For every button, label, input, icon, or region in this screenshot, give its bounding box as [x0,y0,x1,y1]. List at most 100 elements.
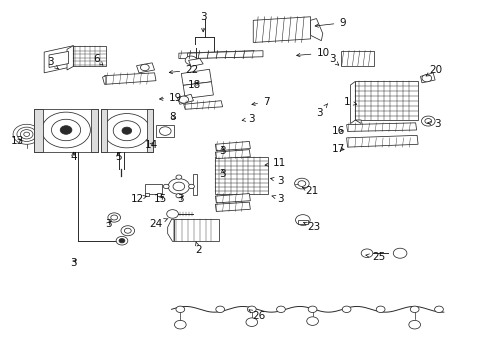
Text: 15: 15 [154,194,167,203]
Circle shape [409,306,418,312]
Text: 7: 7 [251,97,269,107]
Circle shape [215,306,224,312]
Circle shape [307,306,316,312]
Circle shape [295,215,309,225]
Text: 1: 1 [343,97,356,107]
Bar [340,51,373,66]
Polygon shape [34,109,98,152]
Circle shape [176,306,184,312]
Polygon shape [215,202,250,211]
Text: 18: 18 [188,80,201,90]
Circle shape [421,116,434,126]
Polygon shape [102,76,106,84]
Text: 20: 20 [425,65,442,76]
Text: 3: 3 [46,57,58,69]
Text: 3: 3 [219,168,225,179]
Circle shape [392,248,406,258]
Bar [355,81,417,120]
Bar [144,184,162,194]
Text: 3: 3 [270,176,284,186]
Text: 10: 10 [296,48,329,58]
Circle shape [60,126,72,134]
Circle shape [245,318,257,327]
Text: 3: 3 [328,54,338,65]
Polygon shape [346,123,416,131]
Polygon shape [420,73,434,83]
Text: 3: 3 [70,258,77,268]
Bar [215,157,267,194]
Text: 2: 2 [195,242,201,255]
Polygon shape [188,59,203,66]
Text: 3: 3 [105,219,111,229]
Bar [144,193,148,196]
Bar [157,193,161,196]
Text: 26: 26 [248,310,265,321]
Polygon shape [44,46,73,73]
Bar [156,125,174,137]
Circle shape [166,210,178,218]
Circle shape [375,306,384,312]
Polygon shape [136,63,154,73]
Circle shape [124,228,131,233]
Text: 3: 3 [177,194,183,203]
Text: 6: 6 [93,54,103,65]
Text: 17: 17 [331,144,345,154]
Text: 5: 5 [115,152,121,162]
Circle shape [103,113,150,148]
Polygon shape [34,109,42,152]
Polygon shape [183,101,222,109]
Polygon shape [181,69,211,85]
Circle shape [361,249,372,257]
Circle shape [185,56,197,64]
Polygon shape [253,17,310,42]
Circle shape [424,118,431,123]
Circle shape [41,112,90,148]
Text: 3: 3 [242,113,255,123]
Text: 25: 25 [365,252,385,262]
Circle shape [188,184,194,189]
Circle shape [434,306,443,312]
Circle shape [116,237,127,245]
Polygon shape [350,81,355,123]
Text: 8: 8 [169,112,175,122]
Text: 16: 16 [331,126,345,136]
Text: 19: 19 [159,93,182,103]
Text: 3: 3 [427,118,440,129]
Polygon shape [67,46,73,70]
Bar [174,219,218,242]
Circle shape [276,306,285,312]
Text: 3: 3 [316,104,327,118]
Polygon shape [355,120,361,123]
Bar [73,46,106,66]
Polygon shape [183,82,213,99]
Circle shape [294,178,308,189]
Circle shape [176,175,182,179]
Circle shape [168,179,189,194]
Circle shape [342,306,350,312]
Text: 13: 13 [10,136,23,147]
Polygon shape [104,73,156,84]
Circle shape [122,127,131,134]
Circle shape [421,75,431,82]
Polygon shape [215,150,250,158]
Polygon shape [91,109,98,152]
Circle shape [247,306,256,312]
Polygon shape [215,141,250,151]
Circle shape [176,194,182,198]
Circle shape [297,181,305,186]
Circle shape [173,182,184,191]
Text: 24: 24 [149,219,168,229]
Circle shape [159,127,171,135]
Text: 22: 22 [169,65,198,75]
Polygon shape [187,51,263,59]
Text: 9: 9 [314,18,345,28]
Text: 3: 3 [200,13,206,32]
Polygon shape [167,219,174,242]
Text: 12: 12 [131,194,147,203]
Circle shape [174,320,186,329]
Text: 4: 4 [70,152,77,162]
Text: 3: 3 [219,146,225,156]
Text: 23: 23 [303,222,320,232]
Circle shape [306,317,318,325]
Polygon shape [49,51,68,67]
